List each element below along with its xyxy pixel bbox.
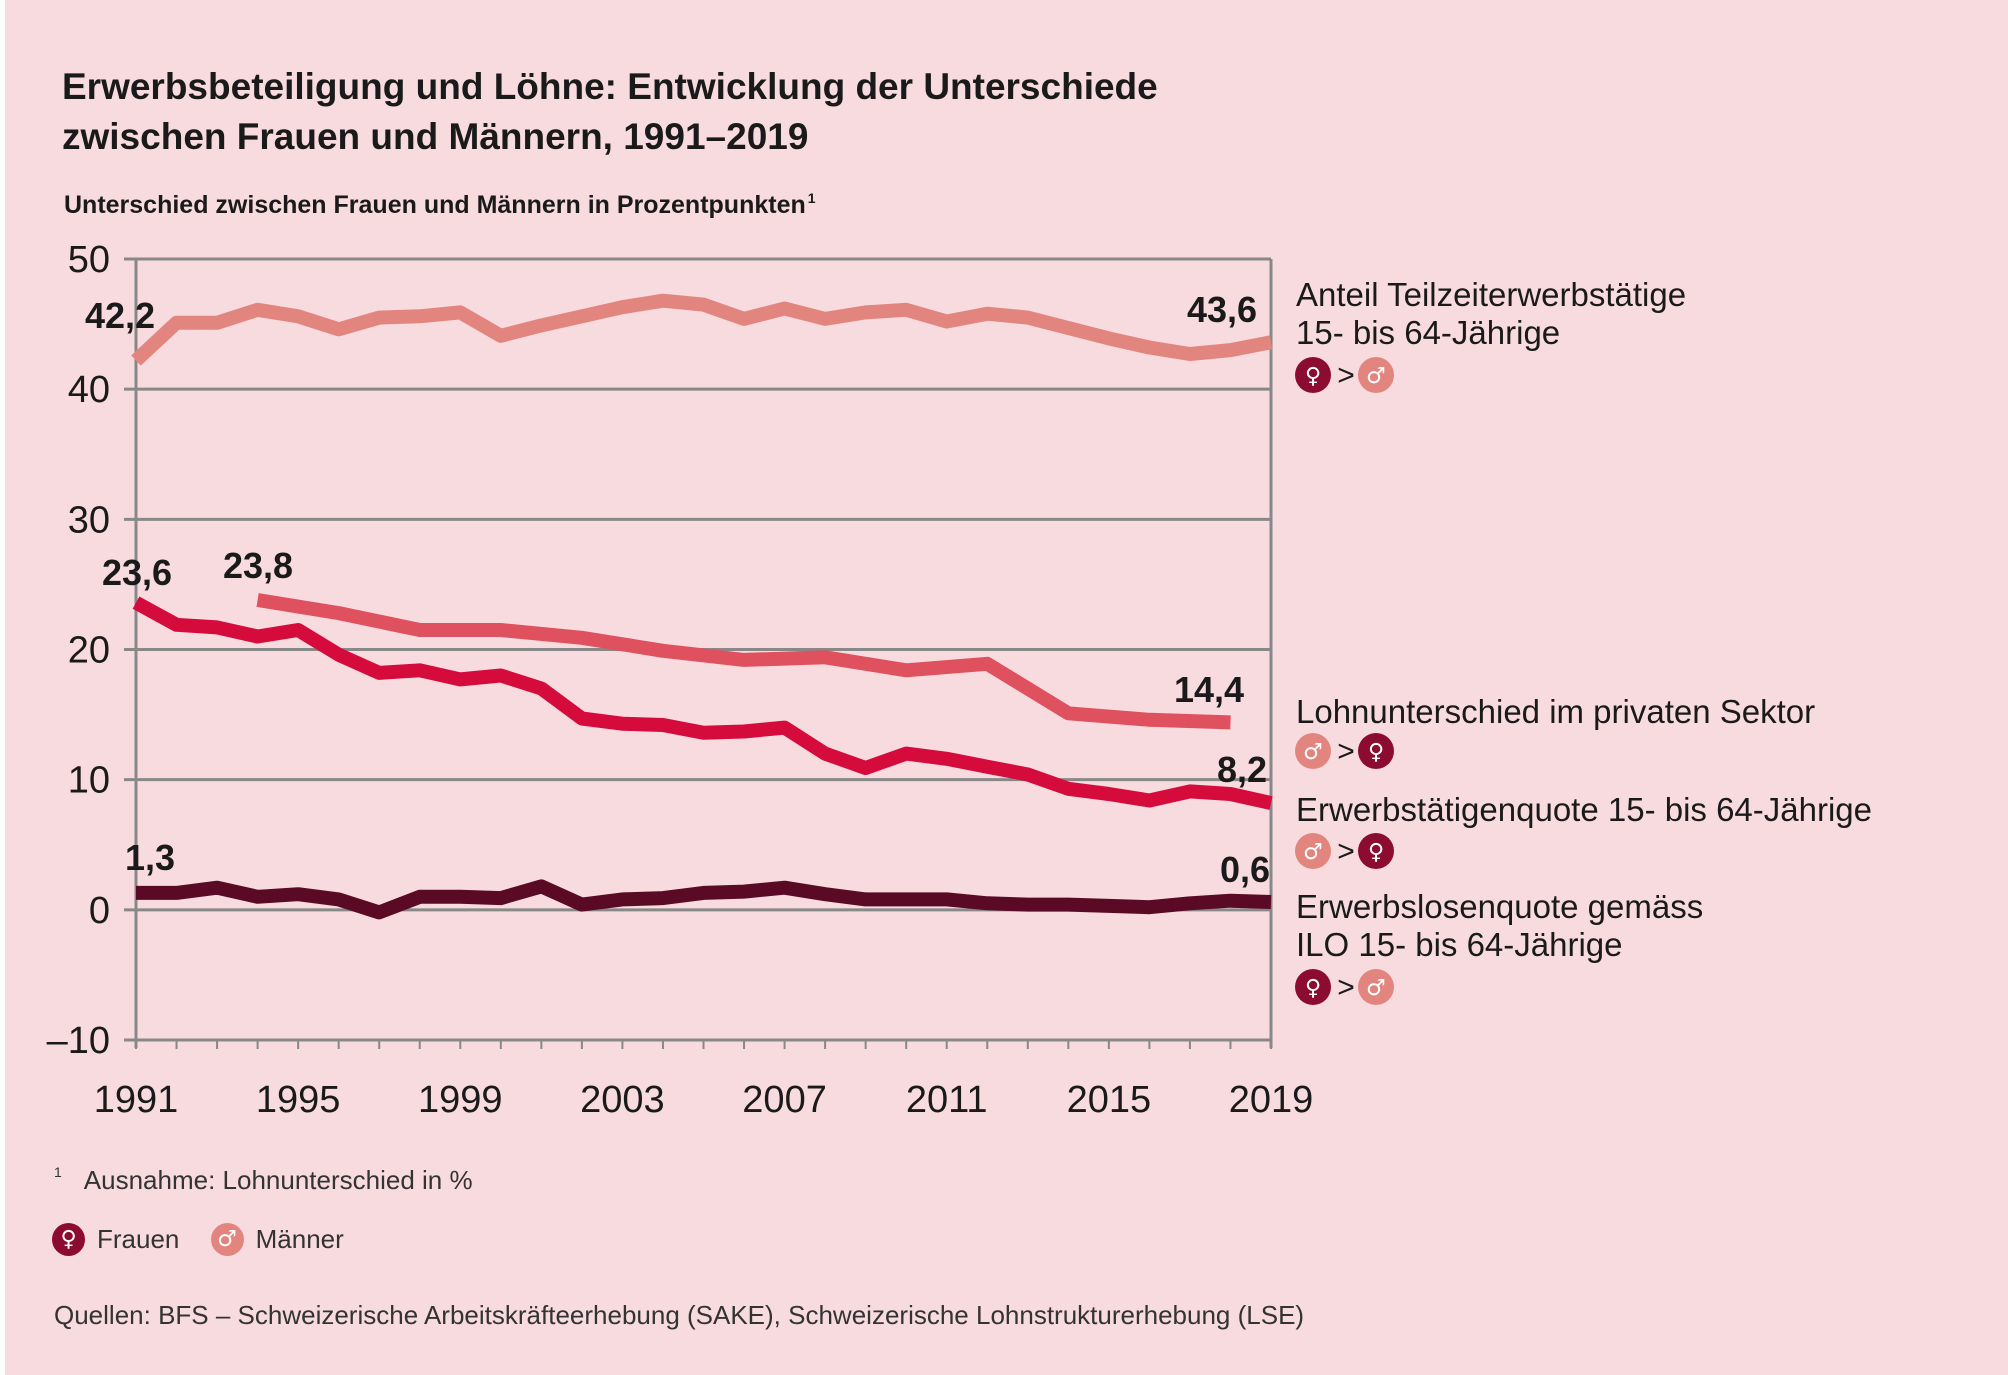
male-symbol-icon xyxy=(1295,733,1331,769)
gender-symbol-glyph: ♀ xyxy=(1368,740,1384,765)
greater-than-sign: > xyxy=(1337,359,1355,392)
female-symbol-icon xyxy=(1358,733,1394,769)
greater-than-sign: > xyxy=(1337,735,1355,768)
start-value-label: 23,8 xyxy=(223,545,293,586)
title-line-1: Erwerbsbeteiligung und Löhne: Entwicklun… xyxy=(62,66,1158,107)
gender-symbol-glyph: ♂ xyxy=(1303,840,1323,865)
start-value-label: 1,3 xyxy=(125,837,175,878)
footnote-mark: 1 xyxy=(54,1164,62,1180)
labels-layer: 42,2 43,6 23,8 14,4 23,6 8,2 1,3 0,6 Anteil Teil… xyxy=(85,276,1872,1005)
grid-layer: –10 0 10 20 30 40 50 1991 1995 1999 2003 2007 2011 20… xyxy=(47,239,1314,1121)
gender-symbol-glyph: ♀ xyxy=(1305,976,1321,1001)
end-value-label: 0,6 xyxy=(1220,849,1270,890)
legend-item-frauen: ♀ Frauen xyxy=(52,1223,179,1256)
series-name-label: Lohnunterschied im privaten Sektor xyxy=(1296,693,1815,730)
legend-label-frauen: Frauen xyxy=(97,1224,180,1254)
gender-symbol-glyph: ♂ xyxy=(1303,740,1323,765)
male-symbol-icon xyxy=(1358,357,1394,393)
y-tick-label: 10 xyxy=(68,760,110,802)
series-line-4 xyxy=(136,879,1272,920)
title-line-2: zwischen Frauen und Männern, 1991–2019 xyxy=(62,116,809,157)
legend-item-maenner: ♂ Männer xyxy=(210,1223,344,1256)
end-value-label: 8,2 xyxy=(1217,749,1267,790)
start-value-label: 42,2 xyxy=(85,295,155,336)
x-tick-label: 2003 xyxy=(580,1079,665,1121)
x-tick-label: 2019 xyxy=(1229,1079,1314,1121)
female-symbol-icon xyxy=(1295,969,1331,1005)
x-tick-label: 2011 xyxy=(906,1079,988,1121)
female-symbol-icon xyxy=(1295,357,1331,393)
x-tick-label: 1999 xyxy=(418,1079,503,1121)
greater-than-sign: > xyxy=(1337,835,1355,868)
y-axis-title-text: Unterschied zwischen Frauen und Männern … xyxy=(64,191,806,219)
x-tick-label: 1991 xyxy=(94,1079,179,1121)
y-axis-title-footnote-mark: 1 xyxy=(807,190,816,206)
series-line-1 xyxy=(131,293,1273,366)
series-line-2 xyxy=(256,593,1231,730)
y-tick-label: 30 xyxy=(68,499,110,541)
chart-panel xyxy=(5,0,2008,1375)
y-tick-label: 40 xyxy=(68,369,110,411)
gender-symbol-glyph: ♂ xyxy=(1366,976,1386,1001)
series-line-3 xyxy=(132,596,1273,810)
female-symbol-icon xyxy=(1358,833,1394,869)
series-name-label: 15- bis 64-Jährige xyxy=(1296,314,1560,351)
x-tick-label: 2015 xyxy=(1067,1079,1152,1121)
chart-title: Erwerbsbeteiligung und Löhne: Entwicklun… xyxy=(62,62,1462,162)
series-name-label: Erwerbslosenquote gemäss xyxy=(1296,888,1703,925)
series-name-label: ILO 15- bis 64-Jährige xyxy=(1296,926,1623,963)
y-axis-title: Unterschied zwischen Frauen und Männern … xyxy=(64,190,816,220)
y-tick-label: 20 xyxy=(68,630,110,672)
greater-than-sign: > xyxy=(1337,971,1355,1004)
male-symbol-icon xyxy=(1358,969,1394,1005)
source-note: Quellen: BFS – Schweizerische Arbeitskrä… xyxy=(54,1300,1305,1330)
x-tick-label: 2007 xyxy=(742,1079,827,1121)
gender-symbol-glyph: ♀ xyxy=(1368,840,1384,865)
y-tick-label: 50 xyxy=(68,239,110,281)
gender-symbol-glyph: ♀ xyxy=(1305,364,1321,389)
end-value-label: 14,4 xyxy=(1174,669,1244,710)
end-value-label: 43,6 xyxy=(1187,289,1257,330)
gender-symbol-glyph: ♂ xyxy=(1366,364,1386,389)
start-value-label: 23,6 xyxy=(102,552,172,593)
footnote-text: Ausnahme: Lohnunterschied in % xyxy=(83,1165,473,1195)
male-symbol-icon: ♂ xyxy=(210,1223,244,1256)
series-layer xyxy=(131,293,1273,920)
footnote: 1 Ausnahme: Lohnunterschied in % xyxy=(54,1164,473,1196)
series-name-label: Anteil Teilzeiterwerbstätige xyxy=(1296,276,1686,313)
male-symbol-icon xyxy=(1295,833,1331,869)
legend: ♀ Frauen ♂ Männer xyxy=(52,1222,368,1256)
y-tick-label: 0 xyxy=(89,890,110,932)
y-tick-label: –10 xyxy=(47,1020,110,1062)
x-tick-label: 1995 xyxy=(256,1079,341,1121)
female-symbol-icon: ♀ xyxy=(52,1223,85,1256)
legend-label-maenner: Männer xyxy=(255,1224,344,1254)
series-name-label: Erwerbstätigenquote 15- bis 64-Jährige xyxy=(1296,791,1872,828)
